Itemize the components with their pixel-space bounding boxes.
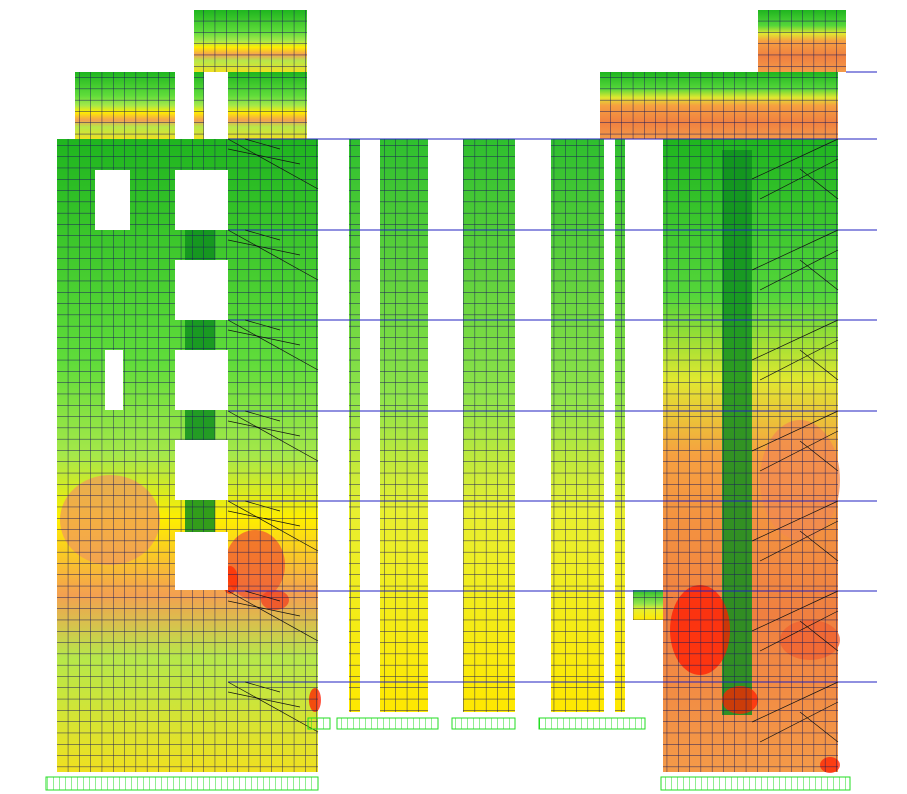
brace	[751, 319, 839, 361]
brace	[751, 138, 839, 180]
brace	[751, 500, 839, 542]
mesh	[615, 139, 625, 712]
brace	[799, 440, 839, 472]
brace	[759, 520, 839, 562]
brace	[799, 530, 839, 562]
brace	[799, 711, 839, 743]
brace	[244, 500, 281, 512]
brace	[227, 229, 319, 281]
opening	[635, 139, 663, 590]
brace	[244, 681, 281, 693]
brace	[759, 249, 839, 291]
mesh	[194, 10, 307, 72]
opening	[633, 620, 663, 712]
mesh	[551, 139, 604, 712]
brace	[227, 329, 301, 346]
brace	[227, 681, 319, 733]
brace	[227, 510, 301, 527]
brace	[244, 410, 281, 422]
brace	[227, 600, 301, 617]
brace	[227, 500, 319, 552]
brace	[227, 148, 301, 165]
support	[538, 717, 646, 730]
brace	[244, 138, 281, 150]
mesh	[380, 139, 428, 712]
brace	[227, 410, 319, 462]
brace	[759, 701, 839, 743]
brace	[227, 239, 301, 256]
brace	[751, 590, 839, 632]
brace	[751, 229, 839, 271]
opening	[175, 260, 228, 320]
opening	[175, 170, 228, 230]
brace	[799, 349, 839, 381]
brace	[759, 430, 839, 472]
opening	[175, 350, 228, 410]
brace	[751, 410, 839, 452]
brace	[227, 590, 319, 642]
brace	[759, 339, 839, 381]
opening	[175, 532, 228, 590]
brace	[751, 681, 839, 723]
opening	[175, 72, 194, 139]
brace	[227, 138, 319, 190]
brace	[759, 158, 839, 200]
opening	[95, 170, 130, 230]
mesh	[463, 139, 515, 712]
brace	[799, 620, 839, 652]
support	[307, 717, 331, 730]
support	[45, 776, 319, 791]
brace	[244, 590, 281, 602]
brace	[244, 319, 281, 331]
mesh	[663, 139, 838, 772]
opening	[204, 72, 228, 139]
brace	[227, 420, 301, 437]
mesh	[349, 139, 360, 712]
brace	[227, 319, 319, 371]
mesh	[600, 72, 838, 139]
brace	[799, 259, 839, 291]
opening	[105, 350, 123, 410]
brace	[759, 610, 839, 652]
support	[336, 717, 439, 730]
opening	[175, 440, 228, 500]
brace	[244, 229, 281, 241]
overlay	[45, 71, 877, 791]
support	[451, 717, 516, 730]
walls	[57, 10, 846, 773]
brace	[227, 691, 301, 708]
support	[660, 776, 851, 791]
mesh	[758, 10, 846, 72]
brace	[799, 168, 839, 200]
